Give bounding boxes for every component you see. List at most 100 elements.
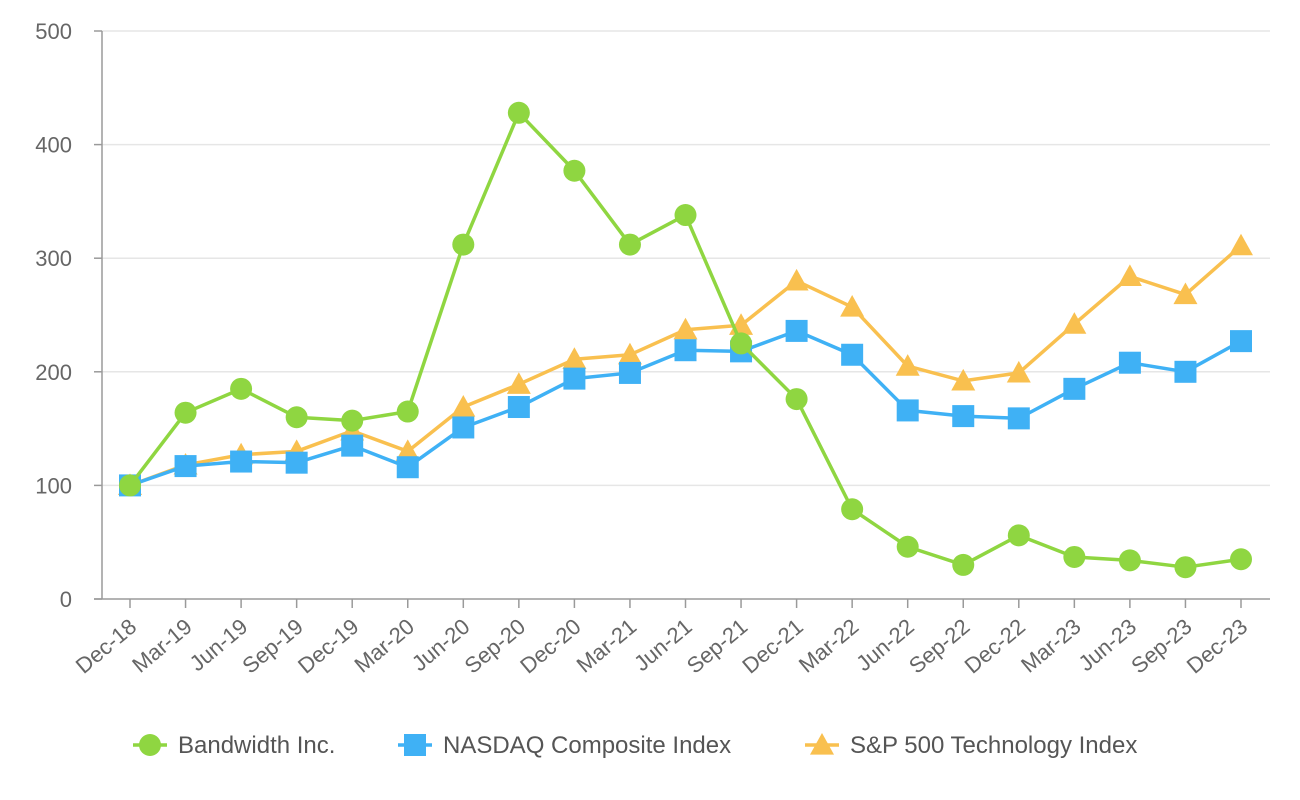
x-tick-label: Sep-22 xyxy=(904,614,974,679)
data-point xyxy=(1007,524,1030,547)
x-tick-label: Mar-20 xyxy=(350,614,419,678)
x-tick-label: Mar-23 xyxy=(1016,614,1085,678)
x-tick-label: Sep-21 xyxy=(682,614,752,679)
data-point xyxy=(1174,556,1197,579)
y-tick-label: 500 xyxy=(35,19,72,44)
legend-marker xyxy=(404,734,426,756)
data-point xyxy=(1007,407,1030,430)
data-point xyxy=(895,354,920,376)
gridlines xyxy=(102,30,1270,487)
data-point xyxy=(285,406,308,429)
x-tick-label: Sep-23 xyxy=(1126,614,1196,679)
y-tick-label: 400 xyxy=(35,133,72,158)
data-point xyxy=(119,474,141,497)
data-point xyxy=(673,317,698,340)
data-point xyxy=(1173,282,1198,305)
y-tick-label: 300 xyxy=(35,246,72,271)
x-tick-label: Jun-21 xyxy=(629,614,697,676)
x-tick-label: Mar-19 xyxy=(127,614,196,678)
data-point xyxy=(1063,377,1086,400)
data-point xyxy=(784,268,809,291)
data-point xyxy=(341,434,364,457)
data-point xyxy=(951,368,976,391)
legend: Bandwidth Inc. NASDAQ Composite Index S&P … xyxy=(133,732,1137,759)
x-axis-ticks: Dec-18Mar-19Jun-19Sep-19Dec-19Mar-20Jun-… xyxy=(71,599,1252,678)
data-point xyxy=(785,319,808,342)
data-point xyxy=(1063,545,1086,568)
x-tick-label: Jun-22 xyxy=(851,614,919,676)
data-point xyxy=(452,233,475,256)
legend-item: NASDAQ Composite Index xyxy=(398,732,731,759)
data-point xyxy=(1062,312,1087,334)
data-point xyxy=(1118,549,1141,572)
y-axis-ticks: 0 100 200 300 400 500 xyxy=(35,19,102,612)
data-point xyxy=(174,455,197,478)
series-nasdaq-composite-index xyxy=(119,319,1252,497)
x-tick-label: Dec-19 xyxy=(293,614,363,679)
data-point xyxy=(952,553,975,576)
x-tick-label: Dec-20 xyxy=(515,614,585,679)
data-point xyxy=(1118,351,1141,374)
data-point xyxy=(1006,360,1031,383)
data-point xyxy=(618,361,641,384)
data-point xyxy=(452,416,475,439)
y-tick-label: 100 xyxy=(35,473,72,498)
data-point xyxy=(230,377,253,400)
x-tick-label: Mar-21 xyxy=(572,614,641,678)
data-point xyxy=(674,204,697,227)
x-tick-label: Jun-20 xyxy=(407,614,475,676)
x-tick-label: Mar-22 xyxy=(794,614,863,678)
data-point xyxy=(341,409,364,432)
data-point xyxy=(730,332,753,355)
data-point xyxy=(563,367,586,390)
data-point xyxy=(841,498,864,521)
data-point xyxy=(952,405,975,428)
data-point xyxy=(1117,264,1142,286)
data-point xyxy=(563,159,586,182)
data-point xyxy=(896,535,919,558)
series-group xyxy=(118,101,1253,579)
legend-label: NASDAQ Composite Index xyxy=(443,732,731,759)
data-point xyxy=(506,372,531,394)
data-point xyxy=(841,343,864,366)
data-point xyxy=(896,399,919,422)
x-tick-label: Jun-23 xyxy=(1074,614,1142,676)
x-tick-label: Sep-20 xyxy=(460,614,530,679)
data-point xyxy=(507,101,530,124)
data-point xyxy=(451,395,476,417)
data-point xyxy=(1229,233,1253,256)
series-bandwidth-inc- xyxy=(119,101,1252,579)
data-point xyxy=(1174,360,1197,383)
x-tick-label: Sep-19 xyxy=(237,614,307,679)
data-point xyxy=(1230,330,1252,353)
data-point xyxy=(230,450,253,473)
axes xyxy=(94,31,1270,600)
legend-item: Bandwidth Inc. xyxy=(133,732,335,759)
x-tick-label: Dec-21 xyxy=(737,614,807,679)
y-tick-label: 0 xyxy=(60,587,72,612)
data-point xyxy=(395,439,420,461)
legend-marker xyxy=(139,734,161,756)
legend-marker xyxy=(810,733,834,755)
data-point xyxy=(674,339,697,362)
x-tick-label: Dec-23 xyxy=(1182,614,1252,679)
data-point xyxy=(785,388,808,411)
data-point xyxy=(1230,548,1252,571)
data-point xyxy=(618,233,641,256)
legend-label: S&P 500 Technology Index xyxy=(850,732,1137,759)
x-tick-label: Jun-19 xyxy=(185,614,253,676)
data-point xyxy=(562,347,587,369)
data-point xyxy=(396,456,419,479)
data-point xyxy=(396,400,419,423)
y-tick-label: 200 xyxy=(35,360,72,385)
data-point xyxy=(507,396,530,419)
legend-label: Bandwidth Inc. xyxy=(178,732,335,759)
data-point xyxy=(840,295,865,317)
x-tick-label: Dec-18 xyxy=(71,614,141,679)
data-point xyxy=(617,342,642,365)
x-tick-label: Dec-22 xyxy=(960,614,1030,679)
data-point xyxy=(285,451,308,474)
legend-item: S&P 500 Technology Index xyxy=(805,732,1137,759)
data-point xyxy=(174,401,197,424)
